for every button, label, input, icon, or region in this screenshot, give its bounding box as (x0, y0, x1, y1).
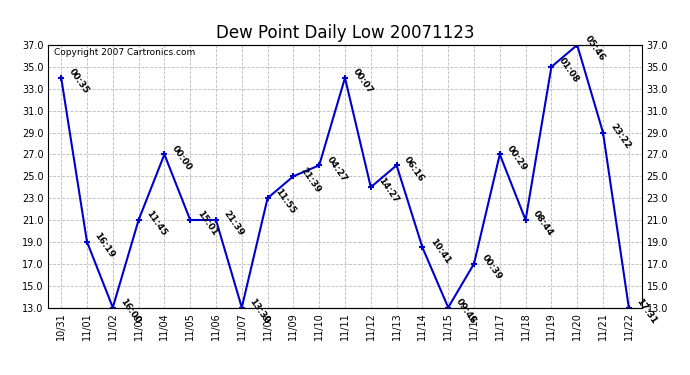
Text: 10:41: 10:41 (428, 237, 452, 265)
Text: 21:39: 21:39 (221, 209, 246, 238)
Text: 16:19: 16:19 (92, 231, 117, 260)
Text: 23:22: 23:22 (609, 122, 632, 150)
Text: 08:44: 08:44 (531, 209, 555, 238)
Text: 00:35: 00:35 (67, 67, 90, 96)
Text: Copyright 2007 Cartronics.com: Copyright 2007 Cartronics.com (55, 48, 195, 57)
Text: 11:45: 11:45 (144, 209, 168, 238)
Text: 09:46: 09:46 (454, 297, 477, 326)
Text: 04:27: 04:27 (325, 154, 348, 183)
Text: 11:55: 11:55 (273, 188, 297, 216)
Text: 15:01: 15:01 (196, 209, 219, 238)
Title: Dew Point Daily Low 20071123: Dew Point Daily Low 20071123 (216, 24, 474, 42)
Text: 00:00: 00:00 (170, 144, 193, 172)
Text: 01:08: 01:08 (557, 56, 580, 85)
Text: 17:31: 17:31 (634, 297, 658, 326)
Text: 00:29: 00:29 (505, 144, 529, 172)
Text: 13:30: 13:30 (247, 297, 271, 325)
Text: 21:39: 21:39 (299, 165, 323, 194)
Text: 06:16: 06:16 (402, 154, 426, 183)
Text: 00:07: 00:07 (351, 67, 374, 96)
Text: 14:27: 14:27 (376, 177, 400, 205)
Text: 05:46: 05:46 (583, 34, 607, 63)
Text: 16:00: 16:00 (119, 297, 142, 325)
Text: 00:39: 00:39 (480, 253, 503, 282)
